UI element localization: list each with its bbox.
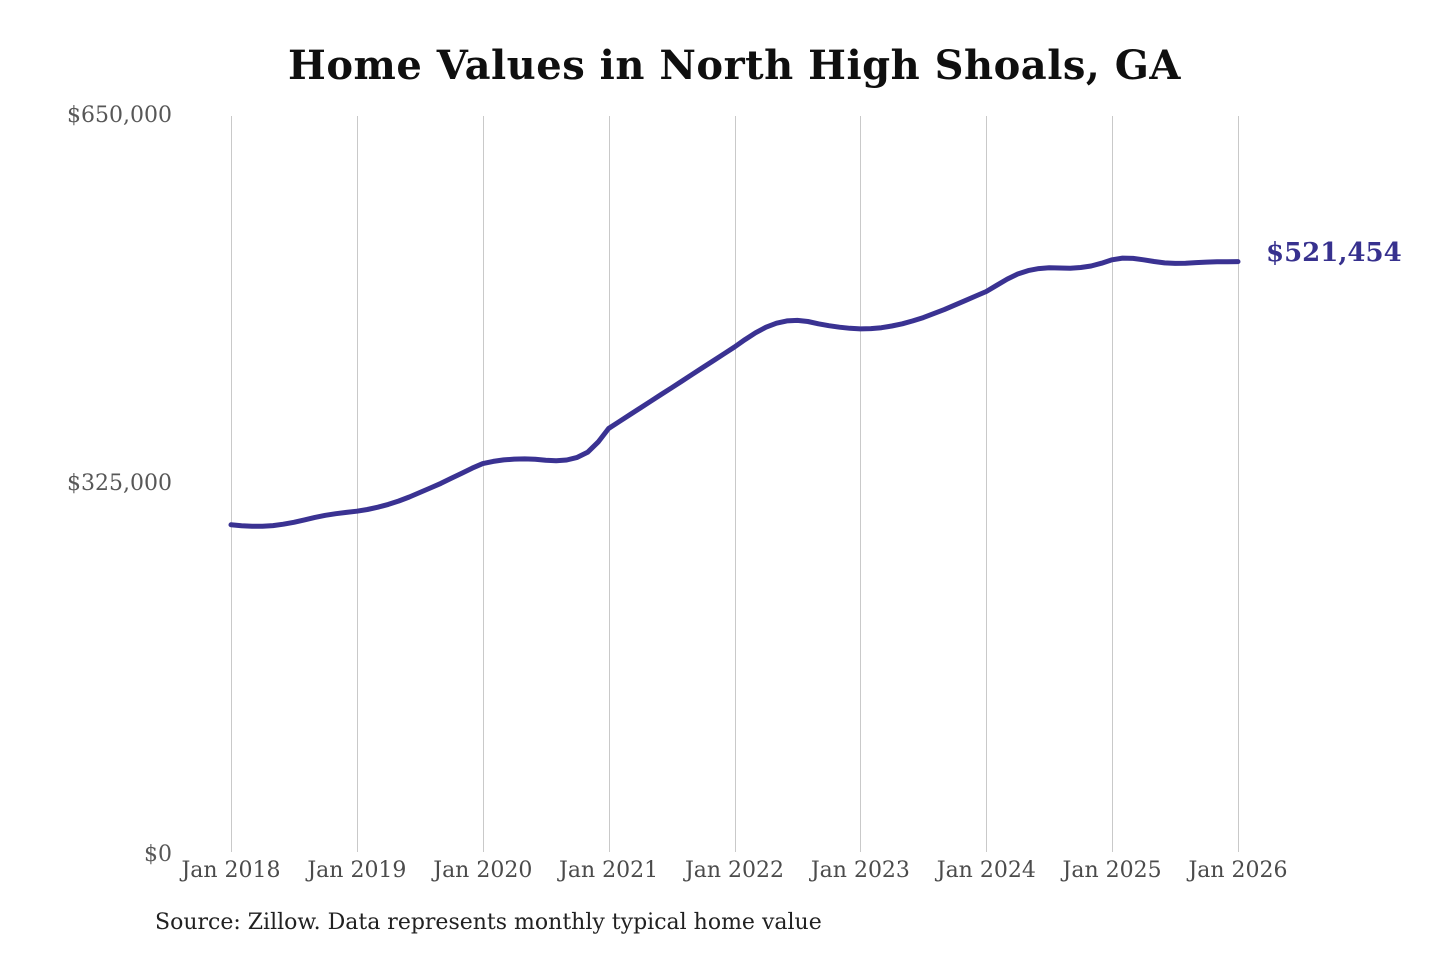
x-tick-label: Jan 2026	[1188, 858, 1288, 883]
plot-area: Jan 2018 Jan 2019 Jan 2020 Jan 2021 Jan 2022…	[181, 116, 1288, 883]
source-note: Source: Zillow. Data represents monthly …	[155, 910, 822, 935]
home-value-line	[228, 255, 1241, 529]
gridline-jan-2019	[356, 116, 358, 852]
y-tick-label-0: $0	[144, 842, 172, 867]
gridline-jan-2020	[482, 116, 484, 852]
x-tick-label: Jan 2021	[559, 858, 659, 883]
gridline-jan-2025	[1112, 116, 1114, 852]
x-tick-label: Jan 2024	[936, 858, 1036, 883]
x-tick-label: Jan 2023	[810, 858, 910, 883]
x-tick-label: Jan 2022	[684, 858, 785, 883]
y-tick-label-325000: $325,000	[67, 471, 172, 496]
x-tick-label: Jan 2019	[307, 858, 407, 883]
end-value-label: $521,454	[1266, 238, 1402, 268]
x-tick-label: Jan 2020	[433, 858, 533, 883]
gridline-jan-2024	[986, 116, 988, 852]
chart-title: Home Values in North High Shoals, GA	[288, 42, 1181, 89]
y-tick-label-650000: $650,000	[67, 103, 172, 128]
x-tick-label: Jan 2018	[181, 858, 281, 883]
gridline-jan-2022	[734, 116, 736, 852]
gridline-jan-2018	[231, 116, 232, 852]
gridline-jan-2026	[1238, 116, 1239, 852]
x-tick-label: Jan 2025	[1062, 858, 1162, 883]
gridline-jan-2021	[608, 116, 610, 852]
home-value-line-chart	[228, 255, 1241, 529]
gridline-jan-2023	[860, 116, 862, 852]
